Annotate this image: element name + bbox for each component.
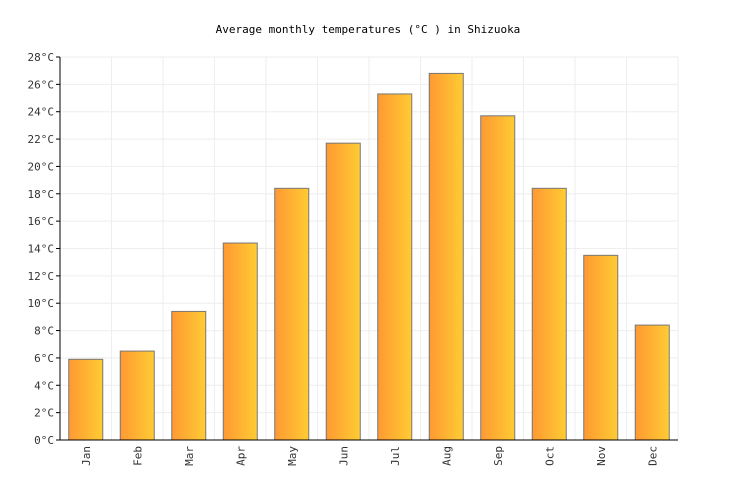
chart-title: Average monthly temperatures (°C ) in Sh…: [216, 23, 521, 36]
bar-sep: [480, 115, 516, 441]
x-axis-tick-labels: Jan Feb Mar Apr May Jun Jul Aug Sep Oct Nov Dec: [80, 446, 660, 466]
axes: [59, 57, 678, 441]
x-tick-label-jan: Jan: [80, 446, 93, 466]
x-tick-label-nov: Nov: [595, 446, 608, 466]
y-tick-label: 22°C: [28, 133, 55, 146]
y-tick-label: 2°C: [34, 407, 54, 420]
x-tick-label-dec: Dec: [646, 446, 659, 466]
y-tick-label: 10°C: [28, 297, 55, 310]
bar-jan: [68, 358, 104, 441]
x-tick-label-feb: Feb: [131, 446, 144, 466]
x-tick-label-apr: Apr: [234, 446, 247, 466]
y-tick-label: 20°C: [28, 160, 55, 173]
y-tick-label: 6°C: [34, 352, 54, 365]
bar-oct: [531, 187, 567, 441]
x-tick-label-jul: Jul: [389, 446, 402, 466]
bar-feb: [119, 350, 155, 441]
x-tick-label-sep: Sep: [492, 446, 505, 466]
x-tick-label-aug: Aug: [440, 446, 453, 466]
y-tick-label: 0°C: [34, 434, 54, 447]
y-axis-tick-labels: 0°C 2°C 4°C 6°C 8°C 10°C 12°C 14°C 16°C 18°C 20°C 2…: [28, 51, 60, 447]
x-tick-label-mar: Mar: [183, 446, 196, 466]
y-tick-label: 8°C: [34, 325, 54, 338]
y-tick-label: 16°C: [28, 215, 55, 228]
x-tick-label-jun: Jun: [337, 446, 350, 466]
y-tick-label: 28°C: [28, 51, 55, 64]
y-tick-label: 4°C: [34, 379, 54, 392]
bar-nov: [583, 254, 619, 441]
x-tick-label-may: May: [286, 446, 299, 466]
bar-jul: [377, 93, 413, 441]
y-tick-label: 18°C: [28, 188, 55, 201]
bar-mar: [171, 310, 207, 441]
y-tick-label: 12°C: [28, 270, 55, 283]
x-tick-label-oct: Oct: [543, 446, 556, 466]
y-tick-label: 14°C: [28, 243, 55, 256]
y-tick-label: 26°C: [28, 78, 55, 91]
bar-jun: [325, 142, 361, 441]
y-tick-label: 24°C: [28, 106, 55, 119]
bar-apr: [222, 242, 258, 441]
bars: [68, 72, 670, 441]
grid-lines: [59, 56, 679, 441]
bar-aug: [428, 72, 464, 441]
bar-dec: [634, 324, 670, 441]
bar-may: [274, 187, 310, 441]
